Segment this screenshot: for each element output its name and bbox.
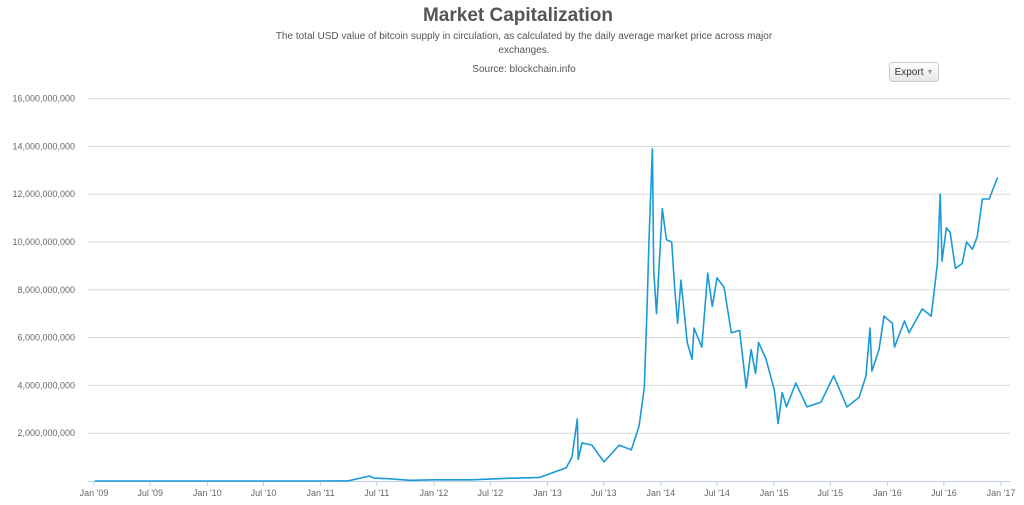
x-tick-label: Jan '13 bbox=[533, 488, 562, 498]
x-tick-label: Jul '11 bbox=[364, 488, 389, 498]
series-line bbox=[94, 148, 999, 482]
x-tick-label: Jul '13 bbox=[591, 488, 617, 498]
x-tick-label: Jan '17 bbox=[987, 488, 1016, 498]
export-button[interactable]: Export ▼ bbox=[889, 62, 939, 82]
x-tick-label: Jan '09 bbox=[80, 488, 109, 498]
y-tick-label: 10,000,000,000 bbox=[12, 237, 75, 247]
y-tick-label: 16,000,000,000 bbox=[12, 94, 75, 104]
y-tick-label: 14,000,000,000 bbox=[12, 141, 75, 151]
export-label: Export bbox=[894, 66, 924, 78]
caret-down-icon: ▼ bbox=[926, 68, 934, 76]
x-tick-label: Jan '16 bbox=[873, 488, 902, 498]
y-tick-label: 8,000,000,000 bbox=[17, 285, 75, 295]
x-tick-label: Jan '11 bbox=[307, 488, 335, 498]
y-tick-label: 2,000,000,000 bbox=[17, 428, 75, 438]
x-tick-label: Jan '10 bbox=[193, 488, 222, 498]
x-tick-label: Jan '12 bbox=[420, 488, 449, 498]
chart-subtitle: The total USD value of bitcoin supply in… bbox=[275, 31, 773, 56]
x-tick-label: Jul '16 bbox=[931, 488, 957, 498]
x-tick-label: Jul '15 bbox=[817, 488, 843, 498]
y-tick-label: 12,000,000,000 bbox=[12, 189, 75, 199]
x-tick-label: Jul '14 bbox=[704, 488, 730, 498]
y-tick-label: 4,000,000,000 bbox=[17, 380, 75, 390]
chart-source: Source: blockchain.info bbox=[472, 64, 576, 75]
x-tick-label: Jul '12 bbox=[478, 488, 504, 498]
x-tick-label: Jan '15 bbox=[760, 488, 789, 498]
y-tick-label: 6,000,000,000 bbox=[17, 333, 75, 343]
x-tick-label: Jan '14 bbox=[646, 488, 675, 498]
x-tick-label: Jul '10 bbox=[251, 488, 277, 498]
chart-title: Market Capitalization bbox=[422, 5, 614, 26]
x-tick-label: Jul '09 bbox=[137, 488, 163, 498]
